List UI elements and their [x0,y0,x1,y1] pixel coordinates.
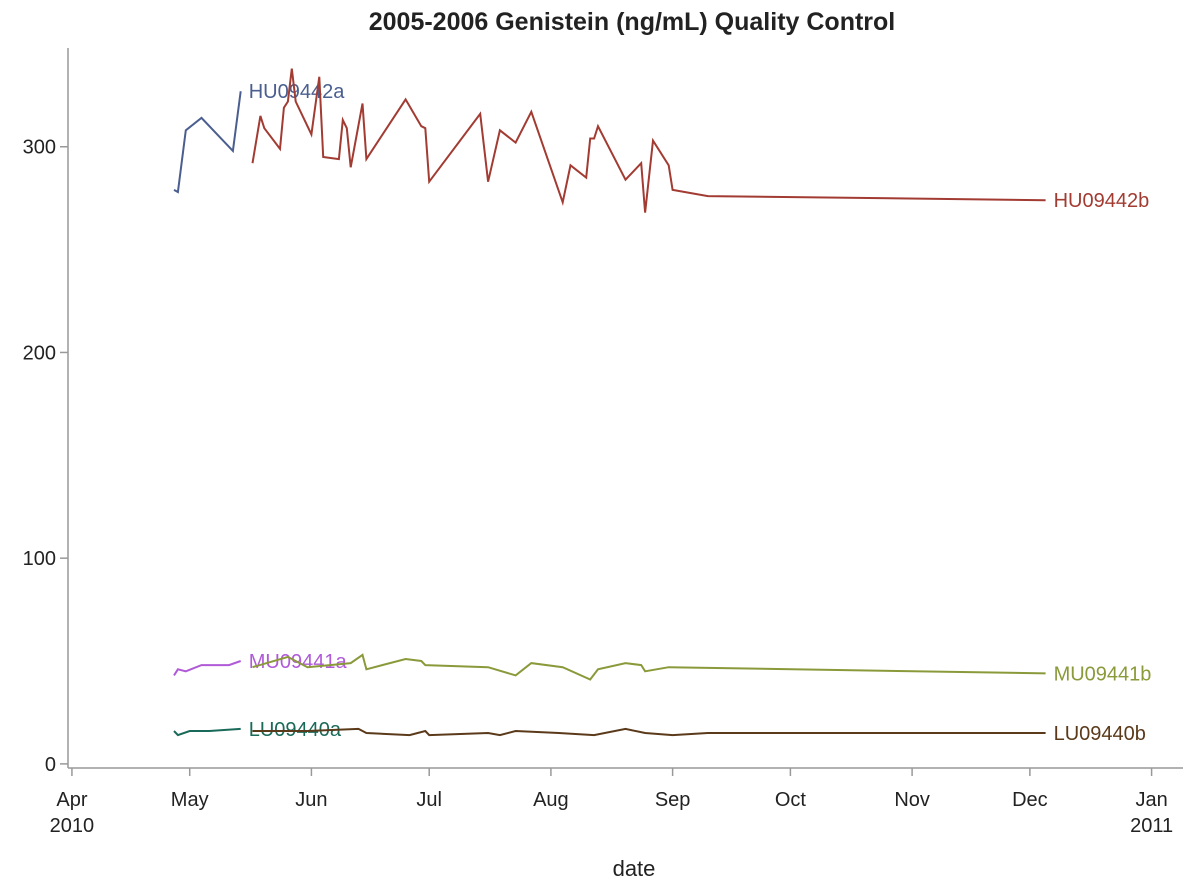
x-tick-label: Jan 2011 [1130,789,1173,837]
x-tick-label: Oct [775,789,807,811]
x-tick-label: Jun [295,789,327,811]
x-tick-label: Jul [416,789,442,811]
series-line [173,660,242,676]
series-line [173,91,242,194]
x-tick-label: Dec [1012,789,1048,811]
series-line [173,727,241,737]
series-label: MU09441b [1054,663,1152,685]
series-label: HU09442a [249,81,346,103]
x-tick-label: Sep [655,789,691,811]
y-tick-label: 300 [23,137,56,159]
series-label: LU09440b [1054,723,1146,745]
series-label: LU09440a [249,719,342,741]
series-line [252,727,1046,737]
x-tick-label: Apr 2010 [50,789,95,837]
series-line [251,68,1046,213]
y-tick-label: 0 [45,754,56,776]
x-tick-label: May [171,789,209,811]
y-tick-label: 200 [23,342,56,364]
chart-title: 2005-2006 Genistein (ng/mL) Quality Cont… [369,8,896,36]
series-line [252,653,1046,681]
y-tick-label: 100 [23,548,56,570]
x-tick-label: Nov [894,789,930,811]
x-tick-label: Aug [533,789,569,811]
series-label: HU09442b [1054,190,1150,212]
x-axis-label: date [613,856,656,881]
